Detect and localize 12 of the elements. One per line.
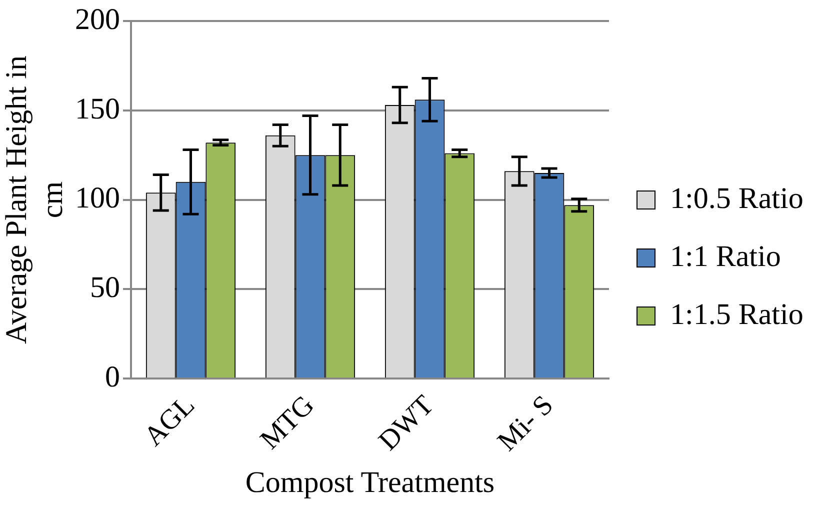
x-axis-title: Compost Treatments (245, 466, 495, 499)
y-tick-label: 50 (90, 271, 120, 304)
legend-label: 1:0.5 Ratio (670, 182, 804, 215)
y-tick-label: 0 (105, 360, 120, 394)
x-tick-label: Mi- S (492, 390, 560, 458)
x-tick-label: AGL (138, 390, 201, 452)
y-axis-title: Average Plant Height in cm (0, 56, 69, 344)
y-tick-label: 150 (75, 92, 120, 126)
legend-label: 1:1.5 Ratio (670, 298, 804, 331)
y-tick-label: 200 (75, 2, 120, 36)
legend-label: 1:1 Ratio (670, 240, 781, 273)
y-tick-label: 100 (75, 182, 120, 215)
